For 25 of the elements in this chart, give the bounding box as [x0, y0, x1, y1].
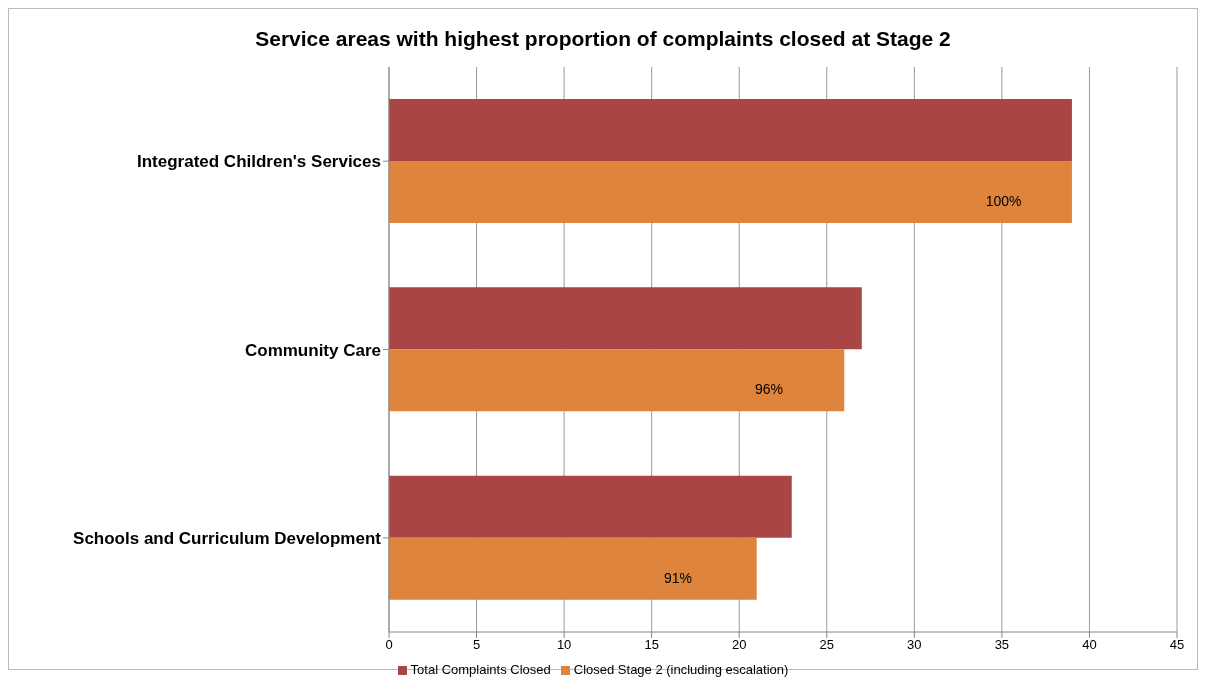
x-tick-label: 40 — [1082, 637, 1097, 653]
y-tick-label: Integrated Children's Services — [136, 152, 381, 172]
x-tick-label: 25 — [819, 637, 835, 653]
x-tick-label: 15 — [644, 637, 659, 653]
x-tick-label: 10 — [556, 637, 572, 653]
annotation: 96% — [754, 381, 784, 398]
x-tick-label: 20 — [731, 637, 747, 653]
bar — [389, 475, 792, 538]
y-tick-label: Schools and Curriculum Development — [73, 528, 382, 548]
bar — [389, 537, 757, 600]
x-tick-label: 45 — [1169, 637, 1185, 653]
bar — [389, 349, 845, 412]
bar — [389, 287, 862, 350]
annotation: 91% — [663, 569, 692, 586]
annotation: 100% — [985, 193, 1022, 210]
chart-title: Service areas with highest proportion of complaints closed at Stage 2 — [254, 26, 952, 52]
x-tick-label: 30 — [907, 637, 922, 653]
x-tick-label: 0 — [385, 637, 393, 653]
x-tick-label: 5 — [472, 637, 481, 653]
bar — [389, 99, 1072, 162]
x-tick-label: 35 — [994, 637, 1010, 653]
legend-label: Closed Stage 2 (including escalation) — [573, 662, 789, 677]
y-tick-label: Community Care — [244, 340, 381, 360]
bar — [389, 161, 1072, 224]
legend-label: Total Complaints Closed — [410, 662, 551, 677]
